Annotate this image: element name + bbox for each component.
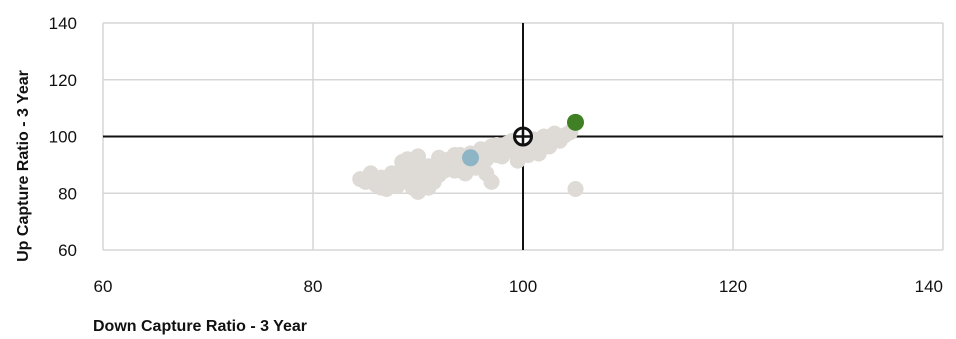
x-axis-title: Down Capture Ratio - 3 Year — [93, 318, 307, 335]
y-tick-label: 100 — [49, 128, 77, 147]
peer-point — [457, 165, 474, 182]
highlight-point — [462, 149, 479, 167]
peer-point — [420, 179, 437, 196]
x-tick-label: 140 — [915, 277, 943, 296]
y-tick-label: 140 — [49, 14, 77, 33]
y-tick-label: 60 — [58, 241, 77, 260]
tick-labels: 60 80 100 120 140 60 80 100 120 140 — [49, 14, 943, 296]
peer-point — [446, 146, 463, 163]
y-axis-title: Up Capture Ratio - 3 Year — [15, 70, 32, 262]
y-tick-label: 120 — [49, 71, 77, 90]
x-tick-label: 80 — [304, 277, 323, 296]
peer-point — [530, 145, 547, 162]
highlight-points — [462, 113, 584, 167]
y-tick-label: 80 — [58, 184, 77, 203]
peer-point — [567, 180, 584, 197]
highlight-point — [567, 113, 584, 131]
peer-point — [399, 151, 416, 168]
peer-point — [431, 149, 447, 166]
x-tick-label: 60 — [94, 277, 113, 296]
x-tick-label: 100 — [509, 277, 537, 296]
x-tick-label: 120 — [719, 277, 747, 296]
